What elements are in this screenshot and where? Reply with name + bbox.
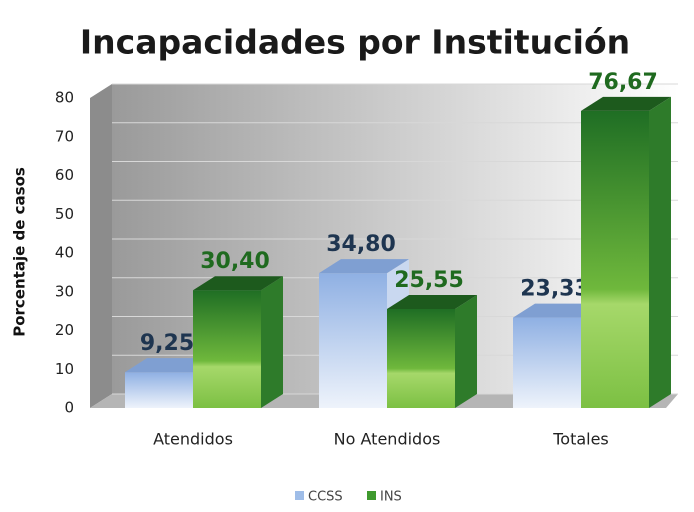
- y-tick-label: 50: [55, 205, 74, 223]
- bar-front: [193, 290, 261, 408]
- value-label: 34,80: [326, 232, 396, 257]
- chart-title: Incapacidades por Institución: [80, 23, 630, 62]
- value-label: 23,33: [520, 277, 590, 302]
- value-label: 30,40: [200, 249, 270, 274]
- y-tick-label: 0: [64, 399, 74, 417]
- legend-swatch: [367, 491, 376, 500]
- bar-front: [319, 273, 387, 408]
- value-label: 9,25: [140, 331, 194, 356]
- bar-side: [649, 96, 671, 408]
- x-tick-label: Atendidos: [153, 430, 233, 449]
- legend-label: CCSS: [308, 490, 343, 505]
- left-wall: [90, 84, 112, 408]
- y-tick-label: 80: [55, 89, 74, 107]
- legend-label: INS: [380, 490, 402, 505]
- bar-front: [513, 317, 581, 408]
- bar-top: [581, 96, 671, 111]
- bar-front: [125, 372, 193, 408]
- x-tick-label: Totales: [552, 430, 609, 449]
- y-tick-label: 30: [55, 282, 74, 300]
- bar-top: [125, 358, 215, 373]
- legend-swatch: [295, 491, 304, 500]
- y-tick-label: 10: [55, 360, 74, 378]
- bar-front: [581, 110, 649, 408]
- bar-front: [387, 308, 455, 408]
- y-tick-label: 70: [55, 127, 74, 145]
- bar-side: [261, 276, 283, 408]
- value-label: 76,67: [588, 70, 658, 95]
- y-axis-label: Porcentaje de casos: [11, 167, 29, 337]
- bar-top: [193, 276, 283, 291]
- bar-side: [455, 294, 477, 408]
- value-label: 25,55: [394, 268, 464, 293]
- bar-top: [513, 303, 603, 318]
- y-tick-label: 40: [55, 244, 74, 262]
- y-tick-label: 20: [55, 321, 74, 339]
- y-tick-label: 60: [55, 166, 74, 184]
- bar-top: [387, 294, 477, 309]
- x-tick-label: No Atendidos: [334, 430, 441, 449]
- bar-top: [319, 259, 409, 274]
